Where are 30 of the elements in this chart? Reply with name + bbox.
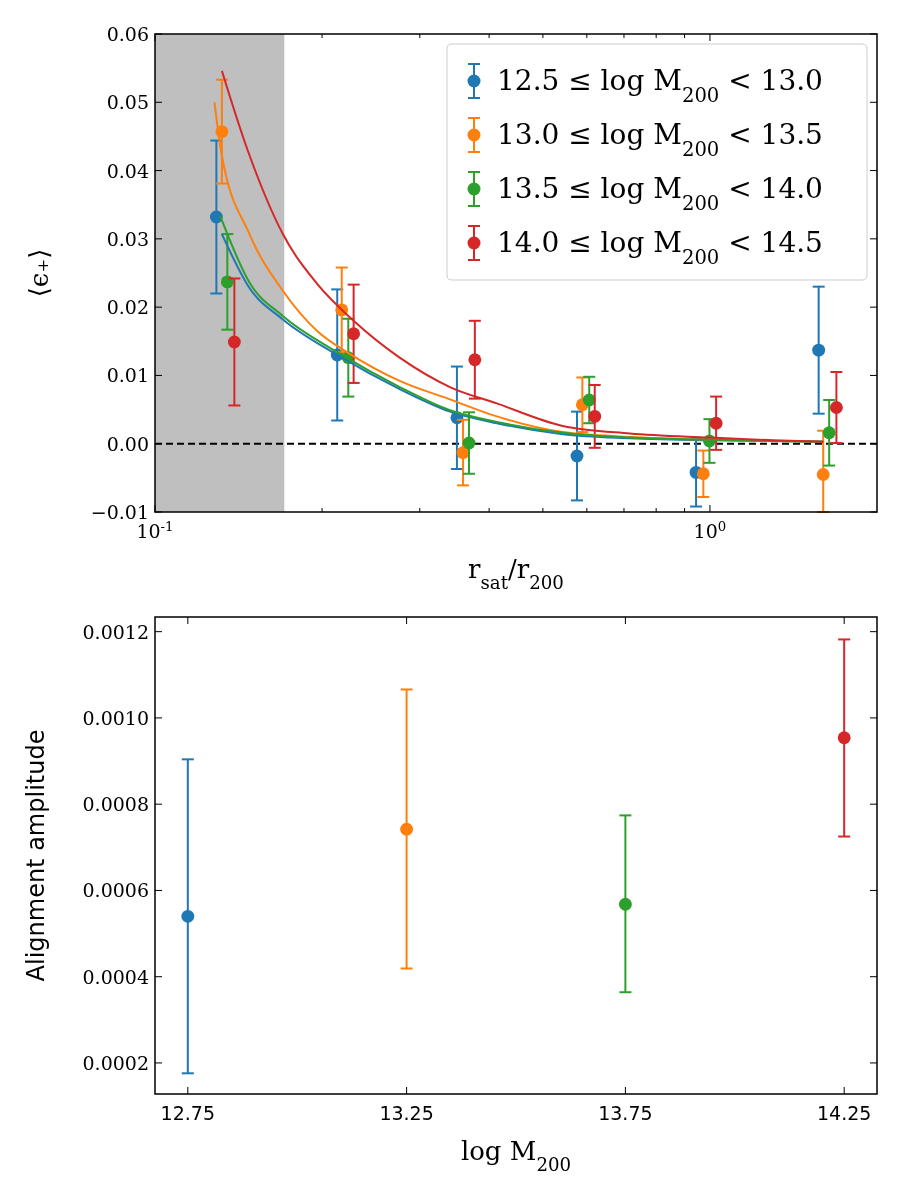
y-tick-label: 0.01 <box>106 364 149 387</box>
y-tick-label: 0.03 <box>106 227 149 250</box>
x-axis-title: r$_{sat}$/r$_{200}$ <box>468 554 564 593</box>
y-tick-label: 0.00 <box>106 432 149 455</box>
point <box>400 822 414 836</box>
x-tick-label: 10$^{0}$ <box>693 518 727 542</box>
y-axis-title: Alignment amplitude <box>22 729 50 982</box>
y-tick-label: 0.0012 <box>82 620 149 643</box>
y-tick-label: 0.0008 <box>82 793 149 816</box>
point <box>837 731 851 745</box>
x-axis-title: log M$_{200}$ <box>460 1136 572 1175</box>
y-tick-label: 0.04 <box>106 159 149 182</box>
y-tick-label: 0.0006 <box>82 879 149 902</box>
x-tick-label: 12.75 <box>160 1102 216 1124</box>
legend-label: 13.0 ≤ log M$_{200}$ < 13.5 <box>497 118 823 161</box>
legend-label: 13.5 ≤ log M$_{200}$ < 14.0 <box>497 172 823 215</box>
point <box>181 909 195 923</box>
legend-label: 14.0 ≤ log M$_{200}$ < 14.5 <box>497 226 823 269</box>
y-tick-label: 0.0010 <box>82 706 149 729</box>
y-tick-label: 0.0004 <box>82 965 149 988</box>
y-tick-label: 0.02 <box>106 296 149 319</box>
x-tick-label: 13.25 <box>379 1102 434 1124</box>
x-tick-label: 13.75 <box>598 1102 653 1124</box>
y-axis-title: ⟨ϵ₊⟩ <box>24 248 54 298</box>
y-tick-label: 0.05 <box>106 91 149 114</box>
point <box>618 897 632 911</box>
y-tick-label: 0.0002 <box>82 1051 149 1074</box>
legend-label: 12.5 ≤ log M$_{200}$ < 13.0 <box>497 64 823 107</box>
y-tick-label: 0.06 <box>106 23 149 45</box>
x-tick-label: 14.25 <box>816 1102 872 1124</box>
